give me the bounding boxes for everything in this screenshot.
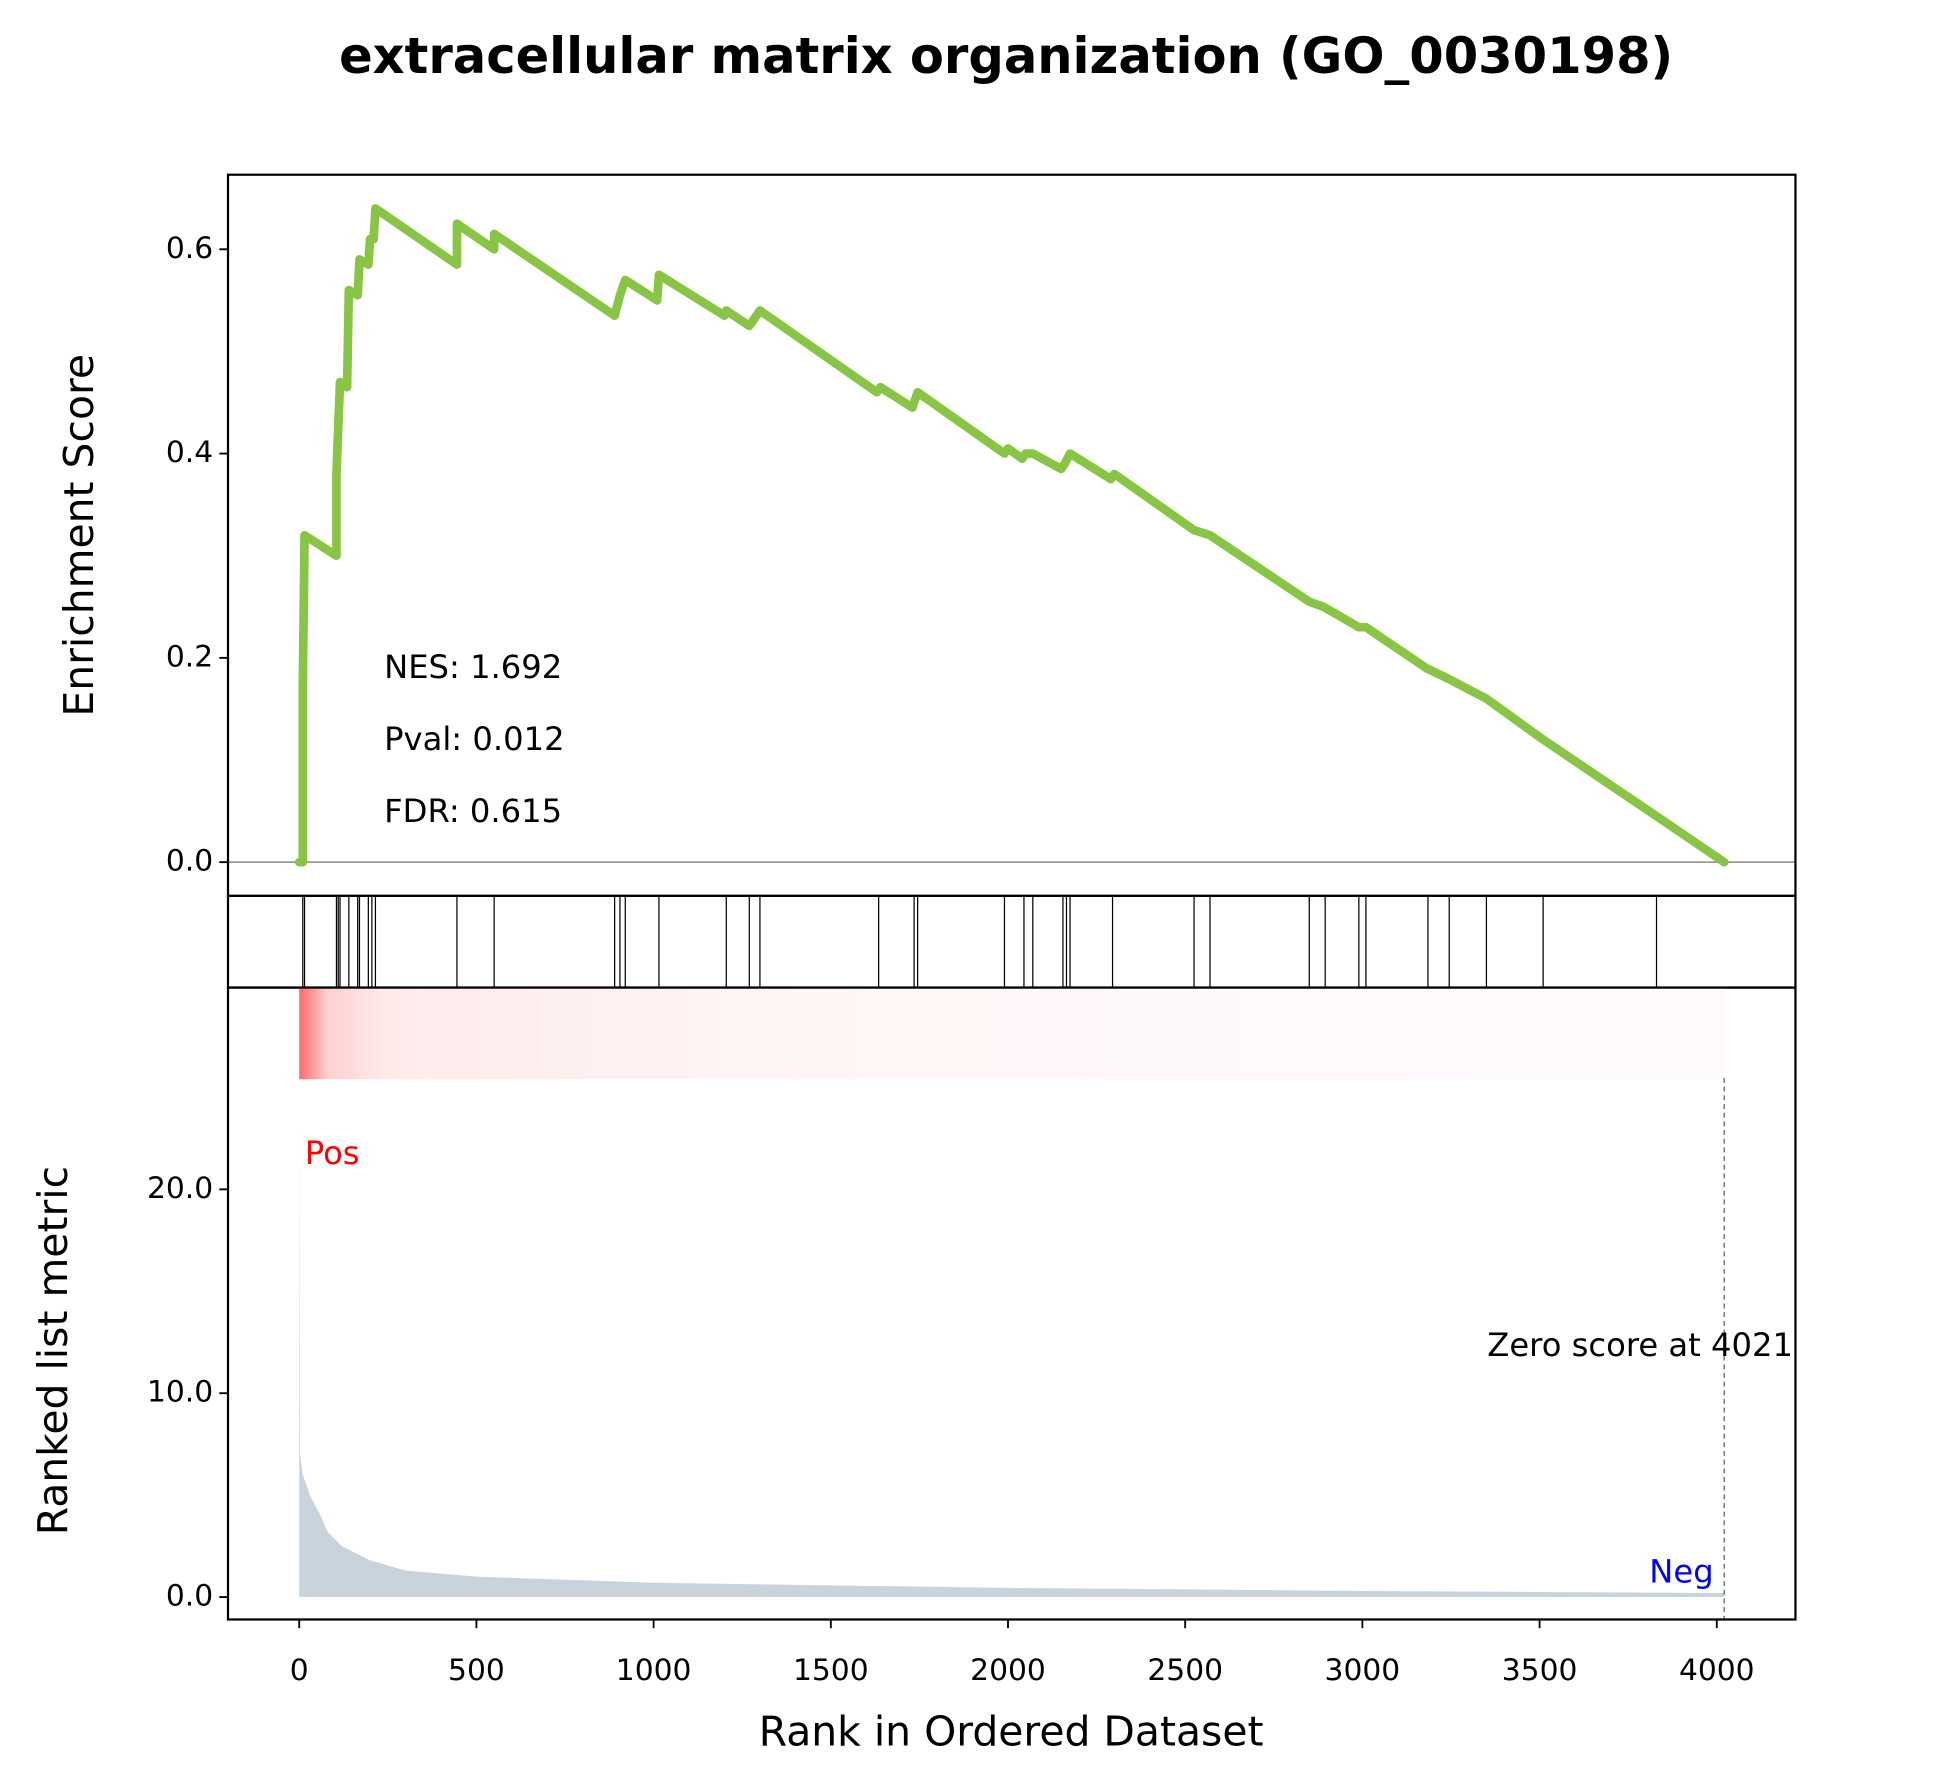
annotation: Zero score at 4021 [1487,1326,1793,1364]
annotation: FDR: 0.615 [384,792,562,830]
x-axis-label: Rank in Ordered Dataset [759,1708,1264,1756]
panel-frame [226,986,1797,1621]
x-tick-label: 2500 [1147,1653,1223,1688]
annotation: NES: 1.692 [384,648,562,686]
x-tick-label: 2000 [970,1653,1046,1688]
y-tick-label: 0.2 [166,639,213,674]
y-tick-label: 0.4 [166,435,213,470]
x-tick-label: 1500 [793,1653,869,1688]
y-tick-label: 0.0 [166,844,213,879]
x-tick-label: 0 [290,1653,309,1688]
y-tick-label: 0.6 [166,231,213,266]
es-line [294,204,1729,867]
chart-title: extracellular matrix organization (GO_00… [339,27,1673,85]
x-tick-label: 1000 [616,1653,692,1688]
y-axis-label: Ranked list metric [29,1166,77,1535]
annotation: Pos [305,1134,360,1172]
x-tick-label: 500 [448,1653,505,1688]
x-tick-label: 4000 [1679,1653,1755,1688]
y-tick-label: 20.0 [147,1171,213,1206]
y-axis-label: Enrichment Score [55,354,103,717]
x-tick-label: 3500 [1502,1653,1578,1688]
heatmap [299,988,1725,1080]
y-tick-label: 0.0 [166,1579,213,1614]
annotation: Neg [1649,1553,1713,1591]
y-tick-label: 10.0 [147,1375,213,1410]
x-tick-label: 3000 [1325,1653,1401,1688]
annotation: Pval: 0.012 [384,720,564,758]
